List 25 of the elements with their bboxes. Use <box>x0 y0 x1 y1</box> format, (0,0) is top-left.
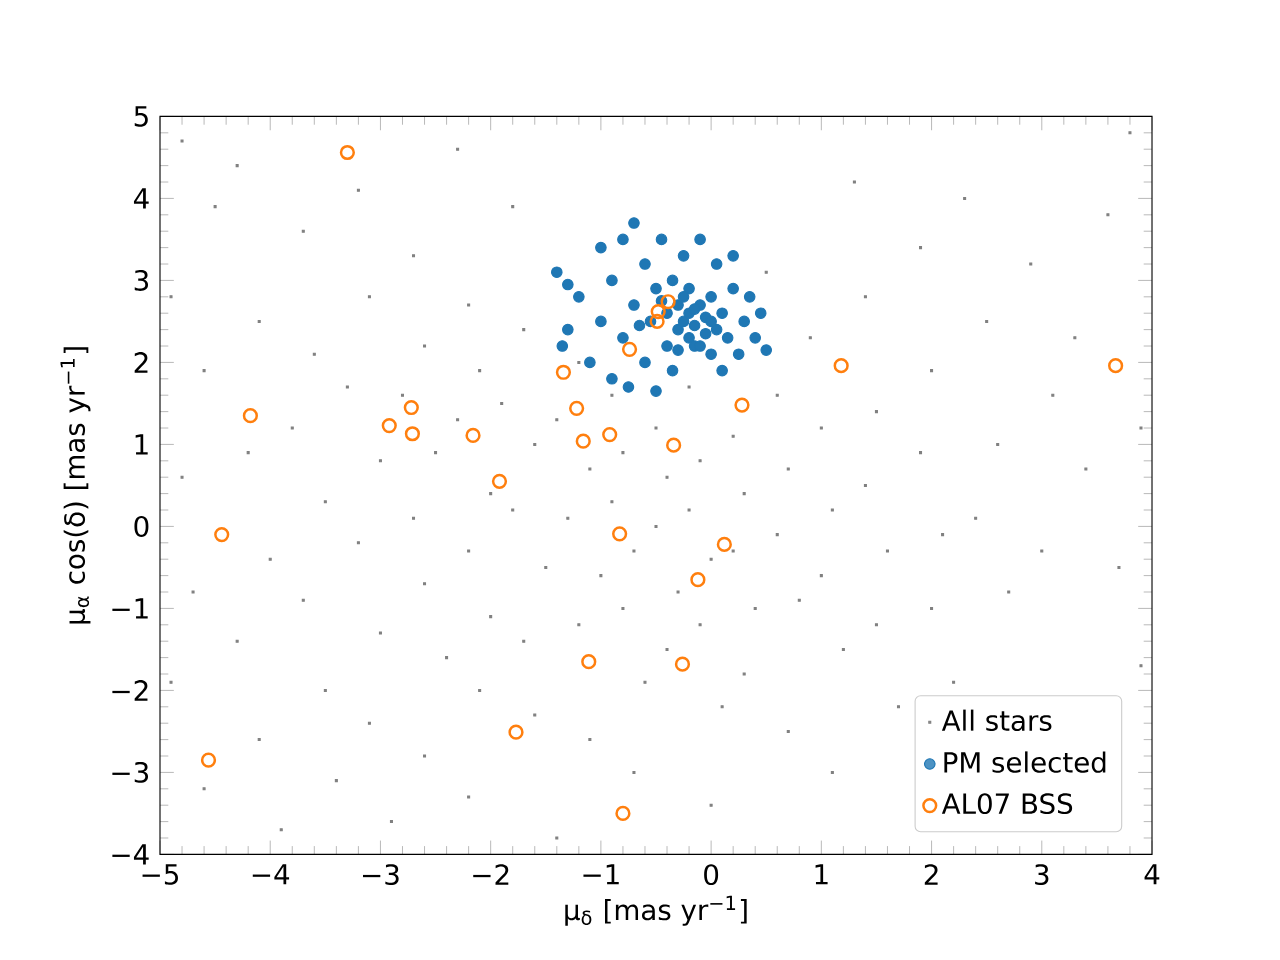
x-tick-label: 4 <box>1144 864 1160 885</box>
y-tick-label: 2 <box>134 352 148 373</box>
legend-label: AL07 BSS <box>941 793 1073 815</box>
x-tick-label: −2 <box>473 864 509 885</box>
y-tick-label: −3 <box>112 761 149 783</box>
x-tick-label: −3 <box>363 864 399 886</box>
y-tick-label: 5 <box>134 106 148 127</box>
y-tick-label: 1 <box>135 434 148 455</box>
y-tick-label: −4 <box>112 844 149 865</box>
y-tick-label: 3 <box>134 269 149 291</box>
y-tick-label: −1 <box>112 598 148 619</box>
x-tick-label: −5 <box>142 864 178 885</box>
y-tick-label: −2 <box>112 680 148 701</box>
y-tick-label: 4 <box>133 188 149 209</box>
x-tick-label: −1 <box>583 864 619 885</box>
x-tick-label: 0 <box>704 864 719 886</box>
y-tick-label: 0 <box>134 515 149 537</box>
x-tick-label: 1 <box>815 864 828 885</box>
y-axis-title: μ$_{α}$ cos(δ) [mas yr$^{−1}$] <box>60 347 91 624</box>
x-tick-label: 3 <box>1035 864 1049 886</box>
x-tick-label: −4 <box>252 864 290 885</box>
x-tick-label: 2 <box>924 864 938 885</box>
legend-label: PM selected <box>944 751 1106 773</box>
x-axis-title: μ$_{δ}$ [mas yr$^{−1}$] <box>565 895 747 926</box>
legend-label: All stars <box>941 709 1052 732</box>
